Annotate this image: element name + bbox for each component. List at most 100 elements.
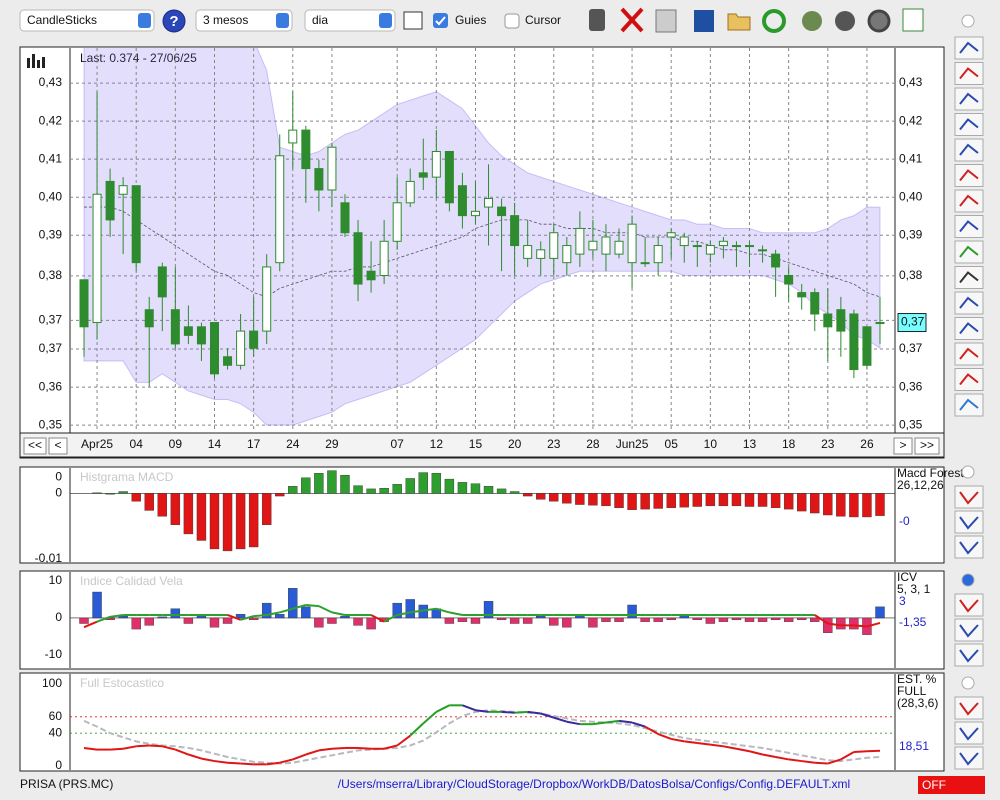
bar <box>562 617 572 628</box>
k-segment <box>631 721 646 728</box>
side-glyph <box>959 169 979 182</box>
side-button[interactable] <box>954 164 984 187</box>
refresh-icon[interactable] <box>762 9 786 33</box>
date-bar <box>19 432 945 458</box>
mini-icon <box>27 54 45 68</box>
radio[interactable] <box>961 573 975 587</box>
y-tick-label: 0,41 <box>39 151 63 165</box>
side-button[interactable] <box>954 342 984 366</box>
nav-first[interactable] <box>23 437 47 455</box>
side-button[interactable] <box>954 113 984 136</box>
bar <box>327 470 337 494</box>
candle-body <box>366 270 376 281</box>
side-button[interactable] <box>954 368 984 391</box>
radio[interactable] <box>961 465 975 479</box>
x-tick-label: Jun25 <box>616 437 649 451</box>
panel-button[interactable] <box>954 721 984 745</box>
signal-segment <box>253 613 267 618</box>
cursor-checkbox[interactable] <box>504 13 520 29</box>
print-icon[interactable] <box>655 9 677 33</box>
side-button[interactable] <box>954 36 984 60</box>
panel-button[interactable] <box>954 485 984 509</box>
bar <box>731 617 742 621</box>
bar <box>392 484 402 494</box>
k-segment <box>697 742 711 746</box>
radio[interactable] <box>961 676 975 690</box>
candle-body <box>705 245 715 255</box>
x-tick-label: 13 <box>743 437 757 451</box>
panel-button[interactable] <box>954 593 984 617</box>
x-tick-label: 26 <box>860 437 874 451</box>
x-tick-label: 23 <box>547 437 561 451</box>
settings-icon[interactable] <box>867 9 891 33</box>
update-icon[interactable] <box>802 11 822 31</box>
side-button[interactable] <box>954 62 984 85</box>
y-tick-label: 100 <box>42 676 62 690</box>
currency-icon[interactable] <box>835 11 855 31</box>
side-button[interactable] <box>954 291 984 315</box>
bar <box>379 488 389 494</box>
k-segment <box>592 721 607 726</box>
y-tick-label-right: 0,37 <box>899 341 923 355</box>
side-button[interactable] <box>954 138 984 162</box>
side-button[interactable] <box>954 189 984 213</box>
bar <box>601 617 611 622</box>
panel-button[interactable] <box>954 535 984 559</box>
help-button[interactable] <box>162 9 186 33</box>
panel-glyph <box>959 727 979 741</box>
panel-button[interactable] <box>954 510 984 534</box>
bar <box>131 617 141 630</box>
candle-body <box>536 249 546 259</box>
k-segment <box>671 737 685 743</box>
bar <box>366 617 376 630</box>
bar <box>327 617 337 624</box>
k-segment <box>475 709 489 713</box>
panel-button[interactable] <box>954 643 984 667</box>
panel-glyph <box>959 702 979 716</box>
side-button[interactable] <box>954 87 984 111</box>
side-button[interactable] <box>954 215 984 238</box>
side-glyph <box>959 118 979 131</box>
y-tick-label: 60 <box>49 709 63 723</box>
candle-body <box>510 215 520 247</box>
bar <box>810 493 820 514</box>
panel-button[interactable] <box>954 746 984 770</box>
x-tick-label: 15 <box>469 437 483 451</box>
bar <box>614 493 624 509</box>
delete-icon[interactable] <box>620 7 644 33</box>
interval-select[interactable] <box>304 9 396 32</box>
trash-icon[interactable] <box>589 9 605 31</box>
side-button[interactable] <box>954 393 984 417</box>
panel-glyph <box>959 541 979 555</box>
k-segment <box>723 745 737 750</box>
nav-last[interactable] <box>914 437 940 455</box>
calendar-icon[interactable] <box>902 8 924 32</box>
chart-icon[interactable] <box>403 11 423 30</box>
panel-legend: FULL <box>897 684 927 698</box>
state-box[interactable] <box>918 776 985 794</box>
side-button[interactable] <box>954 317 984 340</box>
candle-body <box>601 236 611 255</box>
save-icon[interactable] <box>694 10 714 32</box>
panel-button[interactable] <box>954 618 984 642</box>
side-button[interactable] <box>954 266 984 289</box>
radio[interactable] <box>961 14 975 28</box>
x-tick-label: 04 <box>130 437 144 451</box>
nav-prev[interactable] <box>48 437 68 455</box>
guides-checkbox[interactable] <box>433 13 448 28</box>
bar <box>549 493 559 502</box>
candle-body <box>849 313 859 371</box>
period-select[interactable] <box>195 9 293 32</box>
nav-next[interactable] <box>893 437 913 455</box>
bar <box>301 606 311 619</box>
candle-body <box>249 330 259 349</box>
y-tick-label-right: 0,39 <box>899 227 923 241</box>
side-button[interactable] <box>954 240 984 264</box>
type-select[interactable] <box>19 9 155 32</box>
k-segment <box>853 750 868 754</box>
panel-button[interactable] <box>954 696 984 720</box>
bar <box>509 491 520 494</box>
open-icon[interactable] <box>727 13 751 31</box>
bar <box>783 617 794 622</box>
nav-next-text: > <box>899 438 906 452</box>
